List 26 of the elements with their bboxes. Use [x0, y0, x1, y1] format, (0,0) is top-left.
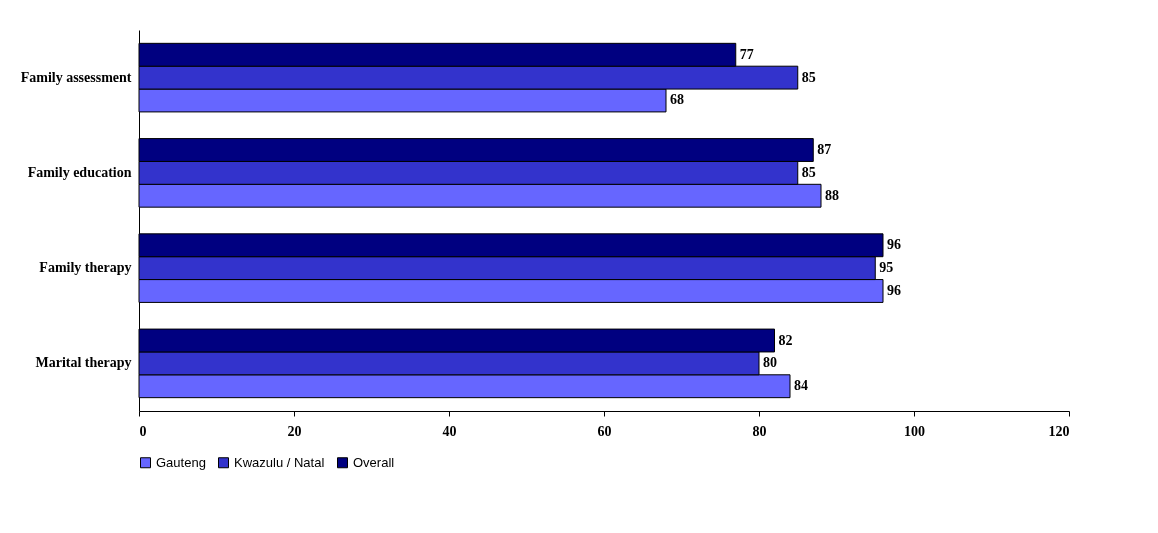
data-label: 68 [670, 92, 684, 108]
x-tick-label: 0 [139, 423, 147, 439]
data-label: 80 [763, 355, 777, 371]
data-label: 95 [879, 260, 894, 276]
data-label: 84 [794, 378, 808, 394]
legend-label: Kwazulu / Natal [234, 454, 325, 470]
data-label: 87 [817, 142, 832, 158]
data-label: 96 [887, 282, 901, 298]
data-label: 85 [801, 69, 816, 85]
y-tick-label: Family therapy [39, 260, 132, 276]
x-tick-label: 40 [442, 423, 457, 439]
y-tick-label: Marital therapy [35, 355, 132, 371]
x-tick-label: 20 [287, 423, 302, 439]
data-label: 82 [778, 332, 793, 348]
x-tick-label: 100 [904, 423, 925, 439]
data-label: 96 [887, 237, 901, 253]
x-tick-label: 80 [752, 423, 767, 439]
x-tick-label: 60 [597, 423, 612, 439]
y-tick-label: Family education [27, 164, 132, 180]
data-label: 77 [739, 46, 754, 62]
legend-label: Overall [353, 454, 395, 470]
legend-label: Gauteng [156, 454, 206, 470]
data-label: 88 [825, 187, 839, 203]
x-tick-label: 120 [1048, 423, 1070, 439]
data-label: 85 [801, 164, 816, 180]
y-tick-label: Family assessment [20, 69, 132, 85]
